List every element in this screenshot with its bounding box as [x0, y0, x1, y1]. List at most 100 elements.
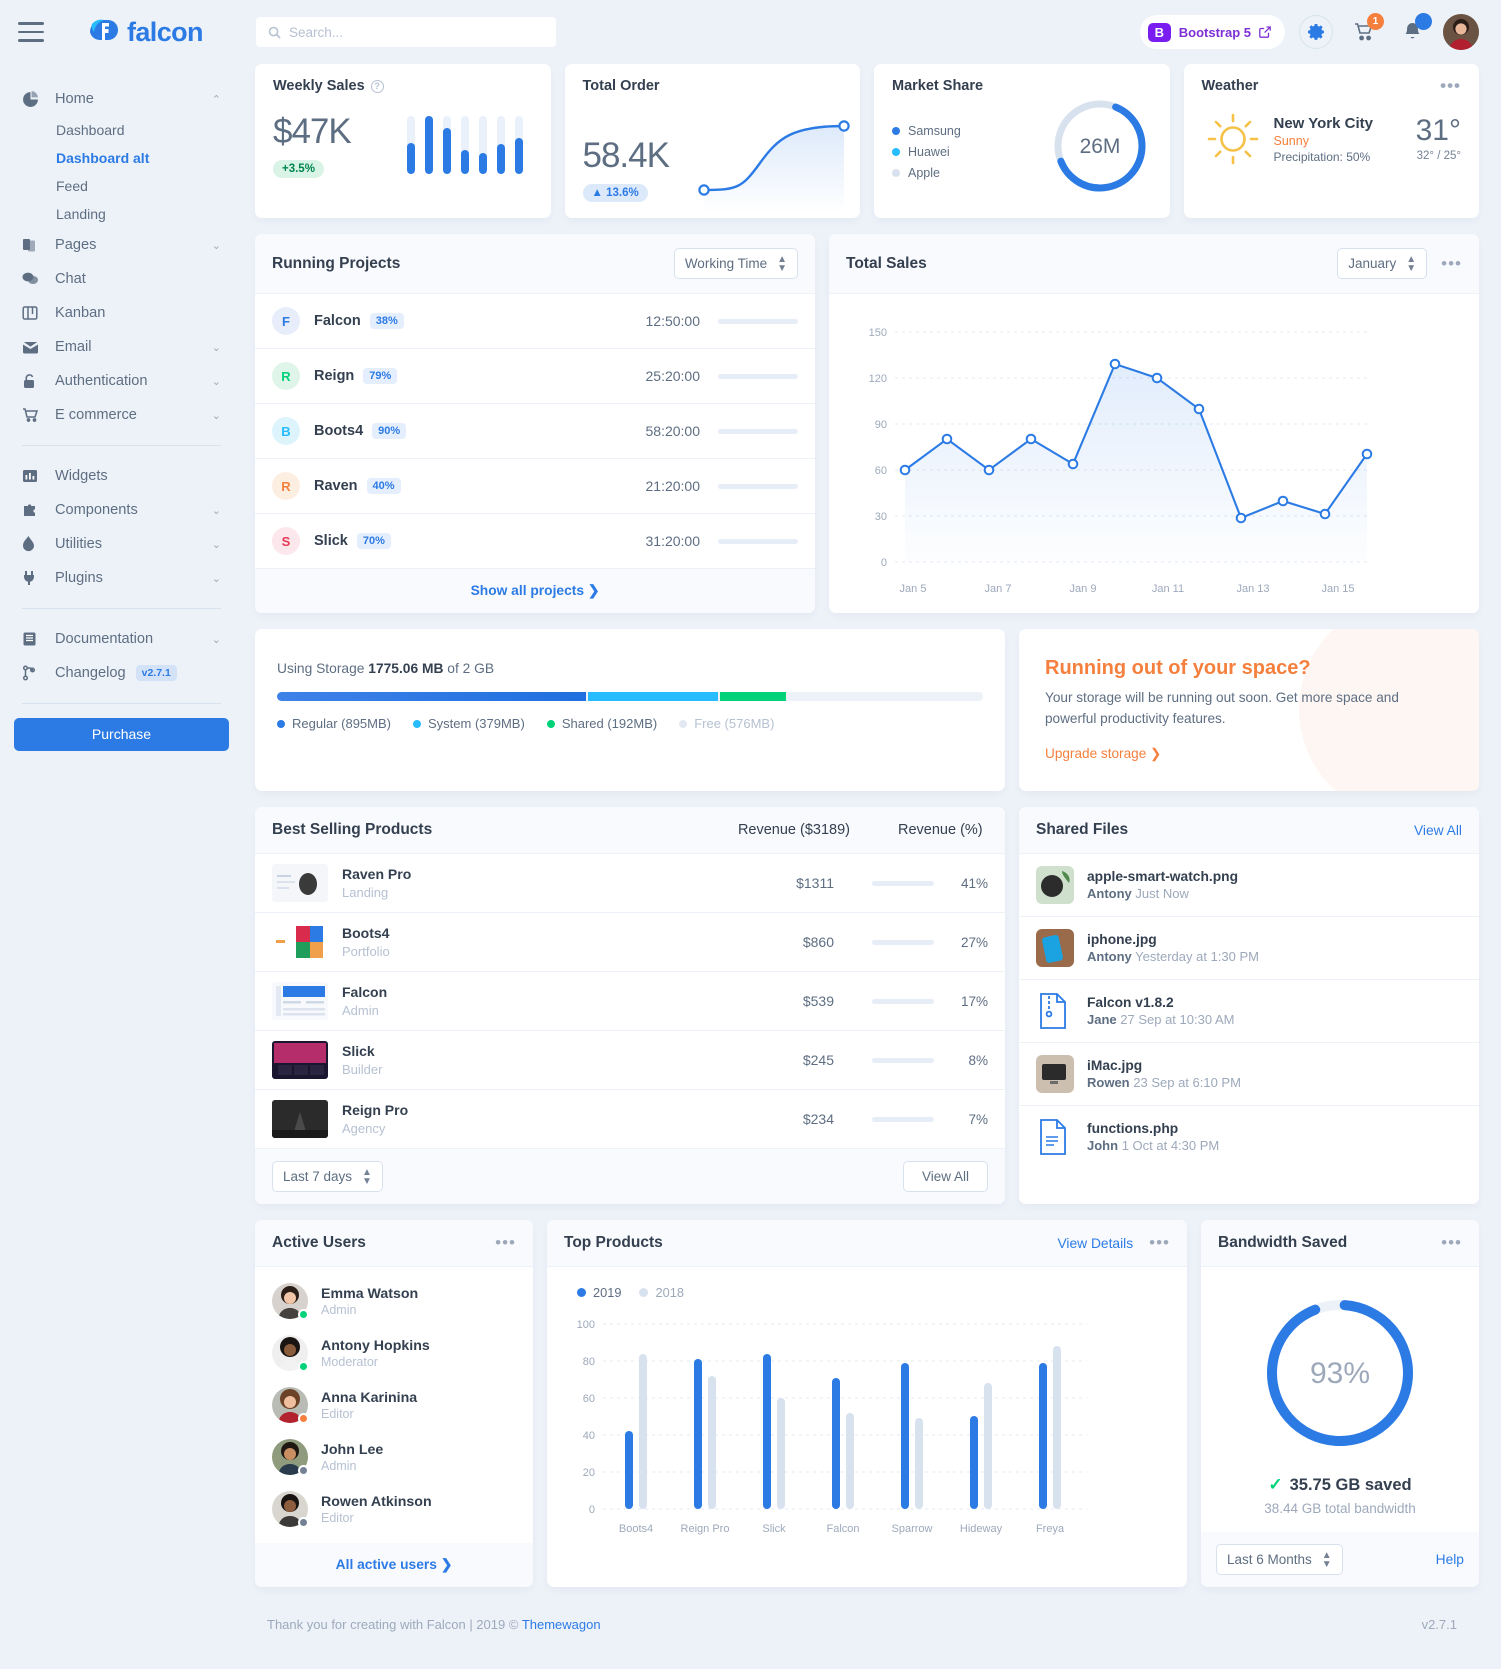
month-select[interactable]: January ▲ ▼	[1337, 248, 1428, 279]
sidebar-item-pages[interactable]: Pages ⌄	[14, 228, 229, 262]
weather-more-button[interactable]: •••	[1440, 76, 1461, 95]
view-all-products-button[interactable]: View All	[902, 1161, 988, 1193]
purchase-button[interactable]: Purchase	[14, 718, 229, 751]
cart-button[interactable]: 1	[1347, 13, 1384, 49]
market-share-legend: Samsung Huawei Apple	[892, 124, 961, 180]
sidebar-item-chat[interactable]: Chat	[14, 262, 229, 296]
sidebar-item-kanban[interactable]: Kanban	[14, 296, 229, 330]
chevron-up-icon[interactable]: ⌃	[211, 93, 221, 106]
svg-text:30: 30	[875, 511, 887, 523]
list-item[interactable]: Emma Watson Admin	[255, 1275, 533, 1327]
table-row[interactable]: Reign Pro Agency $234 7%	[255, 1090, 1005, 1150]
progress-bar	[872, 939, 934, 945]
list-item[interactable]: iMac.jpg Rowen 23 Sep at 6:10 PM	[1019, 1043, 1479, 1107]
working-time-select[interactable]: Working Time ▲ ▼	[673, 248, 798, 279]
date-range-select[interactable]: Last 7 days ▲ ▼	[272, 1161, 383, 1193]
list-item[interactable]: Rowen Atkinson Editor	[255, 1483, 533, 1535]
sidebar-item-documentation[interactable]: Documentation ⌄	[14, 622, 229, 656]
chevron-down-icon[interactable]: ⌄	[211, 572, 221, 585]
sidebar-item-components[interactable]: Components ⌄	[14, 493, 229, 527]
bandwidth-more-button[interactable]: •••	[1441, 1233, 1462, 1253]
table-row[interactable]: Slick Builder $245 8%	[255, 1031, 1005, 1091]
sidebar-item-authentication[interactable]: Authentication ⌄	[14, 364, 229, 398]
chevron-down-icon[interactable]: ⌄	[211, 409, 221, 422]
table-row[interactable]: R Raven 40% 21:20:00	[255, 459, 815, 514]
pie-chart-icon	[22, 90, 44, 108]
list-item[interactable]: Antony Hopkins Moderator	[255, 1327, 533, 1379]
svg-text:0: 0	[589, 1504, 595, 1516]
svg-text:Freya: Freya	[1036, 1523, 1065, 1535]
list-item[interactable]: John Lee Admin	[255, 1431, 533, 1483]
svg-text:Jan 9: Jan 9	[1070, 583, 1097, 595]
settings-button[interactable]	[1299, 15, 1333, 49]
view-details-link[interactable]: View Details	[1057, 1235, 1134, 1251]
list-item[interactable]: Falcon v1.8.2 Jane 27 Sep at 10:30 AM	[1019, 980, 1479, 1044]
show-all-projects-link[interactable]: Show all projects ❯	[470, 583, 600, 598]
upgrade-body: Your storage will be running out soon. G…	[1045, 690, 1399, 727]
sidebar-item-feed[interactable]: Feed	[14, 172, 229, 200]
bandwidth-range-select[interactable]: Last 6 Months ▲ ▼	[1216, 1544, 1343, 1576]
list-item[interactable]: functions.php John 1 Oct at 4:30 PM	[1019, 1106, 1479, 1168]
topbar-actions: B Bootstrap 5 1	[1139, 13, 1479, 50]
market-share-card: Market Share Samsung Huawei Apple	[874, 64, 1170, 218]
avatar[interactable]	[1443, 14, 1479, 50]
weekly-sales-sparkline	[403, 108, 533, 178]
sidebar-item-home[interactable]: Home ⌃	[14, 82, 229, 116]
active-users-more-button[interactable]: •••	[495, 1233, 516, 1253]
chevron-down-icon[interactable]: ⌄	[211, 633, 221, 646]
question-circle-icon[interactable]: ?	[370, 79, 384, 93]
bootstrap-version-button[interactable]: B Bootstrap 5	[1139, 15, 1285, 49]
themewagon-link[interactable]: Themewagon	[521, 1617, 601, 1633]
sidebar-item-widgets[interactable]: Widgets	[14, 459, 229, 493]
top-products-more-button[interactable]: •••	[1149, 1233, 1170, 1253]
project-avatar: S	[272, 527, 300, 555]
search-input[interactable]	[289, 24, 544, 40]
notifications-button[interactable]	[1395, 13, 1432, 49]
table-row[interactable]: S Slick 70% 31:20:00	[255, 514, 815, 569]
total-sales-more-button[interactable]: •••	[1441, 253, 1462, 273]
list-item[interactable]: Anna Karinina Editor	[255, 1379, 533, 1431]
list-item[interactable]: apple-smart-watch.png Antony Just Now	[1019, 854, 1479, 918]
chevron-updown-icon: ▲ ▼	[1321, 1549, 1332, 1570]
sidebar-item-ecommerce[interactable]: E commerce ⌄	[14, 398, 229, 432]
shared-files-view-all-link[interactable]: View All	[1413, 822, 1462, 838]
sidebar-item-utilities[interactable]: Utilities ⌄	[14, 527, 229, 561]
running-projects-title: Running Projects	[272, 254, 401, 272]
chevron-down-icon[interactable]: ⌄	[211, 239, 221, 252]
sidebar-item-plugins[interactable]: Plugins ⌄	[14, 561, 229, 595]
active-users-card: Active Users ••• Emma Watson Admin	[255, 1220, 533, 1588]
search-box[interactable]	[255, 16, 557, 48]
sidebar-item-dashboard-alt[interactable]: Dashboard alt	[14, 144, 229, 172]
table-row[interactable]: Raven Pro Landing $1311 41%	[255, 854, 1005, 914]
copy-icon	[22, 236, 44, 254]
upgrade-storage-link[interactable]: Upgrade storage ❯	[1045, 746, 1162, 762]
table-row[interactable]: R Reign 79% 25:20:00	[255, 349, 815, 404]
notification-badge	[1415, 13, 1432, 30]
bandwidth-help-link[interactable]: Help	[1435, 1552, 1464, 1568]
all-active-users-link[interactable]: All active users ❯	[335, 1557, 453, 1573]
chevron-down-icon[interactable]: ⌄	[211, 375, 221, 388]
sidebar-item-changelog[interactable]: Changelog v2.7.1	[14, 656, 229, 690]
plug-icon	[22, 569, 44, 587]
sidebar-item-dashboard[interactable]: Dashboard	[14, 116, 229, 144]
chevron-updown-icon: ▲ ▼	[777, 253, 787, 274]
table-row[interactable]: Falcon Admin $539 17%	[255, 972, 1005, 1032]
total-order-change: ▲ 13.6%	[582, 184, 648, 202]
bandwidth-gauge: 93% ✓ 35.75 GB saved 38.44 GB total band…	[1201, 1267, 1479, 1532]
svg-text:100: 100	[577, 1319, 595, 1331]
list-item[interactable]: iphone.jpg Antony Yesterday at 1:30 PM	[1019, 917, 1479, 981]
brand-logo[interactable]: falcon	[82, 12, 204, 52]
legend-item: System (379MB)	[413, 716, 525, 731]
hamburger-menu-icon[interactable]	[18, 22, 44, 42]
chevron-down-icon[interactable]: ⌄	[211, 341, 221, 354]
table-row[interactable]: B Boots4 90% 58:20:00	[255, 404, 815, 459]
chevron-down-icon[interactable]: ⌄	[211, 538, 221, 551]
file-thumbnail	[1036, 866, 1074, 905]
sidebar-item-landing[interactable]: Landing	[14, 200, 229, 228]
chevron-down-icon[interactable]: ⌄	[211, 504, 221, 517]
sidebar-item-email[interactable]: Email ⌄	[14, 330, 229, 364]
table-row[interactable]: Boots4 Portfolio $860 27%	[255, 913, 1005, 973]
table-row[interactable]: F Falcon 38% 12:50:00	[255, 294, 815, 349]
check-icon: ✓	[1268, 1475, 1283, 1495]
puzzle-icon	[22, 501, 44, 519]
